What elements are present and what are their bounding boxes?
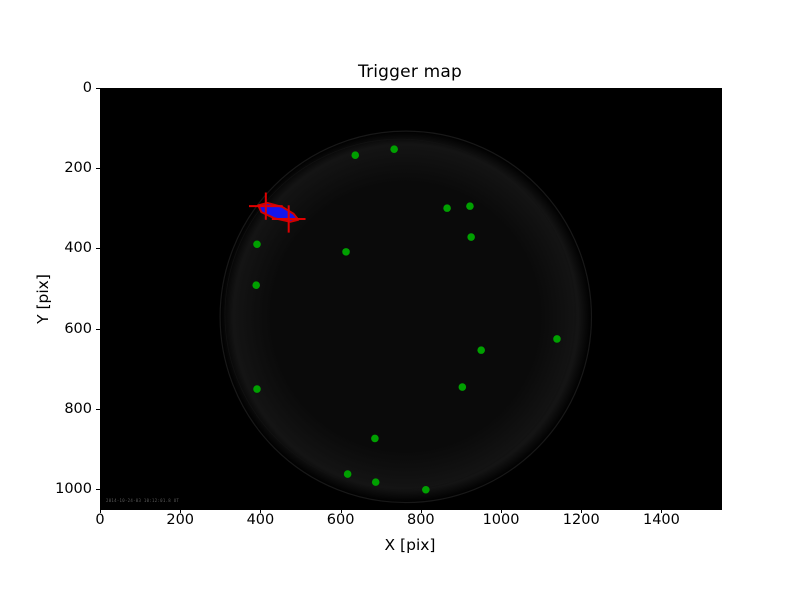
centroid-crosshair: [271, 205, 306, 233]
plot-area[interactable]: 2014-10-24-03 10:12:01.8 UT: [100, 88, 722, 510]
y-tick-mark: [96, 168, 100, 170]
x-tick-label: 800: [406, 512, 435, 528]
x-tick-label: 200: [166, 512, 195, 528]
trigger-point-marker: [458, 383, 467, 391]
y-tick-label: 0: [82, 80, 92, 96]
x-tick-label: 400: [246, 512, 275, 528]
trigger-points-layer: [252, 145, 561, 494]
trigger-point-marker: [466, 202, 474, 210]
trigger-point-marker: [342, 248, 350, 256]
trigger-point-marker: [351, 151, 360, 159]
x-tick-mark: [501, 509, 503, 513]
trigger-point-marker: [252, 281, 260, 289]
x-tick-mark: [260, 509, 262, 513]
x-tick-mark: [340, 509, 342, 513]
y-tick-mark: [96, 328, 100, 330]
y-tick-mark: [96, 489, 100, 491]
page-title: Trigger map: [357, 62, 462, 82]
trigger-point-marker: [390, 145, 398, 153]
x-tick-label: 1000: [482, 512, 520, 528]
y-tick-mark: [96, 248, 100, 250]
trigger-point-marker: [443, 204, 451, 212]
x-tick-mark: [100, 509, 101, 513]
centroid-crosshair-layer: [248, 192, 306, 233]
x-tick-label: 600: [326, 512, 355, 528]
x-tick-label: 1200: [562, 512, 600, 528]
y-tick-mark: [96, 408, 100, 410]
trigger-point-marker: [343, 470, 352, 478]
detector-rim: [219, 130, 593, 504]
y-tick-label: 800: [64, 400, 92, 417]
y-tick-label: 400: [64, 240, 92, 257]
trigger-point-marker: [253, 240, 261, 249]
detector-inner-rim: [224, 138, 576, 491]
y-tick-label: 200: [64, 160, 92, 177]
x-tick-label: 1400: [642, 512, 680, 528]
trigger-point-marker: [371, 478, 380, 486]
y-tick-mark: [96, 88, 100, 89]
x-tick-label: 0: [95, 512, 105, 528]
trigger-point-marker: [253, 385, 261, 393]
y-tick-label: 1000: [55, 481, 92, 498]
frame-timestamp-stamp: 2014-10-24-03 10:12:01.8 UT: [106, 498, 180, 503]
trigger-point-marker: [477, 346, 485, 354]
trigger-point-marker: [467, 233, 475, 241]
x-tick-mark: [661, 509, 663, 513]
x-axis-label: X [pix]: [384, 536, 436, 554]
trigger-point-marker: [422, 485, 430, 494]
trigger-map-image: [101, 89, 721, 509]
detector-field: [219, 130, 593, 504]
y-tick-label: 600: [64, 320, 92, 337]
trigger-point-marker: [371, 434, 379, 443]
trigger-point-marker: [553, 335, 561, 343]
y-axis-label: Y [pix]: [34, 274, 52, 324]
x-tick-mark: [180, 509, 182, 513]
centroid-crosshair: [248, 192, 283, 220]
x-tick-mark: [420, 509, 422, 513]
detector-disc: [220, 131, 592, 503]
x-tick-mark: [581, 509, 583, 513]
